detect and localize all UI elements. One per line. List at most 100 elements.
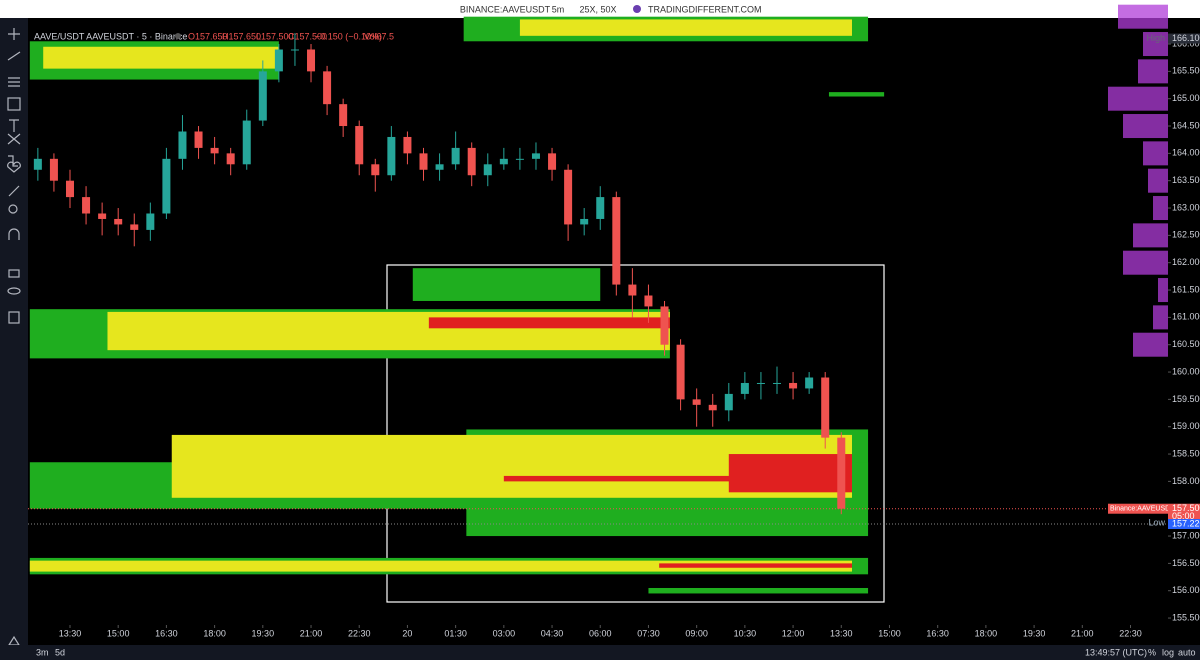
top-interval: 5m (552, 4, 565, 14)
liquidation-band (428, 317, 670, 329)
candle-body (692, 399, 701, 405)
x-tick-label: 13:30 (830, 628, 853, 638)
candle-body (355, 126, 364, 165)
y-tick-label: 165.500 (1172, 66, 1200, 76)
liquidation-band (659, 563, 852, 568)
high-tag: High (1146, 33, 1165, 43)
x-tick-label: 15:00 (107, 628, 130, 638)
y-tick-label: 163.000 (1172, 202, 1200, 212)
top-site: TRADINGDIFFERENT.COM (648, 4, 762, 14)
y-tick-label: 156.500 (1172, 558, 1200, 568)
x-tick-label: 06:00 (589, 628, 612, 638)
candle-body (114, 218, 123, 225)
candle-body (580, 218, 589, 225)
x-tick-label: 21:00 (300, 628, 323, 638)
candle-body (323, 71, 332, 105)
auto-toggle[interactable]: auto (1178, 647, 1196, 657)
liquidation-band (412, 268, 601, 301)
x-tick-label: 16:30 (926, 628, 949, 638)
y-tick-label: 160.500 (1172, 339, 1200, 349)
candle-body (467, 147, 476, 176)
site-logo (633, 5, 641, 13)
y-tick-label: 158.000 (1172, 476, 1200, 486)
legend-high: H157.650 (222, 31, 261, 41)
legend-close: C157.500 (288, 31, 327, 41)
candle-body (451, 147, 460, 165)
range-3m[interactable]: 3m (36, 647, 49, 657)
profile-bar (1143, 141, 1168, 166)
liquidation-band (29, 560, 852, 572)
profile-bar (1108, 86, 1168, 111)
legend-low: L157.500 (256, 31, 294, 41)
candle-body (789, 382, 798, 389)
candle-body (98, 213, 107, 219)
candle-body (612, 197, 621, 285)
candle-body (515, 158, 524, 160)
y-tick-label: 158.500 (1172, 448, 1200, 458)
x-tick-label: 22:30 (348, 628, 371, 638)
y-tick-label: 155.500 (1172, 612, 1200, 622)
candle-body (274, 49, 283, 72)
profile-bar (1153, 305, 1168, 330)
y-tick-label: 164.500 (1172, 120, 1200, 130)
profile-bar (1143, 32, 1168, 57)
candle-body (194, 131, 203, 148)
legend-open: O157.650 (188, 31, 228, 41)
candle-body (130, 224, 139, 230)
candle-body (596, 197, 605, 219)
candle-body (660, 306, 669, 345)
percent-toggle[interactable]: % (1148, 647, 1156, 657)
candle-body (531, 153, 540, 159)
y-tick-label: 162.500 (1172, 230, 1200, 240)
toolbar-icons (7, 28, 21, 646)
liquidation-band (503, 475, 852, 482)
candle-body (499, 158, 508, 165)
candle-body (82, 197, 91, 214)
candle-body (339, 104, 348, 127)
candle-body (258, 71, 267, 121)
high-label: 166.100 (1172, 33, 1200, 43)
last-price-label: 157.500 (1172, 503, 1200, 513)
candle-body (805, 377, 814, 389)
legend-name: AAVE/USDT AAVEUSDT · 5 · Binance (34, 31, 187, 41)
top-symbol: BINANCE:AAVEUSDT (460, 4, 551, 14)
candle-body (226, 153, 235, 165)
candle-body (178, 131, 187, 159)
y-tick-label: 162.000 (1172, 257, 1200, 267)
candle-body (210, 147, 219, 154)
candle-body (483, 164, 492, 176)
candle-body (65, 180, 74, 198)
exchange-tag: Binance:AAVEUSDT (1110, 506, 1175, 513)
liquidation-band (728, 454, 852, 493)
candle-body (628, 284, 637, 296)
candle-body (644, 295, 653, 307)
profile-bar (1123, 114, 1168, 139)
log-toggle[interactable]: log (1162, 647, 1174, 657)
liquidation-band (43, 46, 279, 69)
liquidation-band (519, 19, 852, 36)
candle-body (387, 136, 396, 176)
x-tick-label: 18:00 (975, 628, 998, 638)
candle-body (837, 437, 846, 509)
profile-bar (1153, 196, 1168, 221)
selection-box (386, 264, 885, 603)
profile-bar (1123, 250, 1168, 275)
last-price-tag (1108, 503, 1168, 514)
x-tick-label: 13:30 (59, 628, 82, 638)
low-box (1168, 519, 1200, 530)
candle-body (403, 136, 412, 154)
candle-body (162, 158, 171, 214)
x-tick-label: 19:30 (252, 628, 275, 638)
candle-body (708, 404, 717, 411)
range-5d[interactable]: 5d (55, 647, 65, 657)
x-tick-label: 01:30 (444, 628, 467, 638)
candle-body (371, 164, 380, 176)
y-tick-label: 161.000 (1172, 312, 1200, 322)
profile-bar (1158, 278, 1168, 303)
x-tick-label: 15:00 (878, 628, 901, 638)
profile-bar (1148, 168, 1168, 193)
x-tick-label: 10:30 (734, 628, 757, 638)
profile-bar (1133, 223, 1168, 248)
top-bar (0, 0, 1200, 18)
